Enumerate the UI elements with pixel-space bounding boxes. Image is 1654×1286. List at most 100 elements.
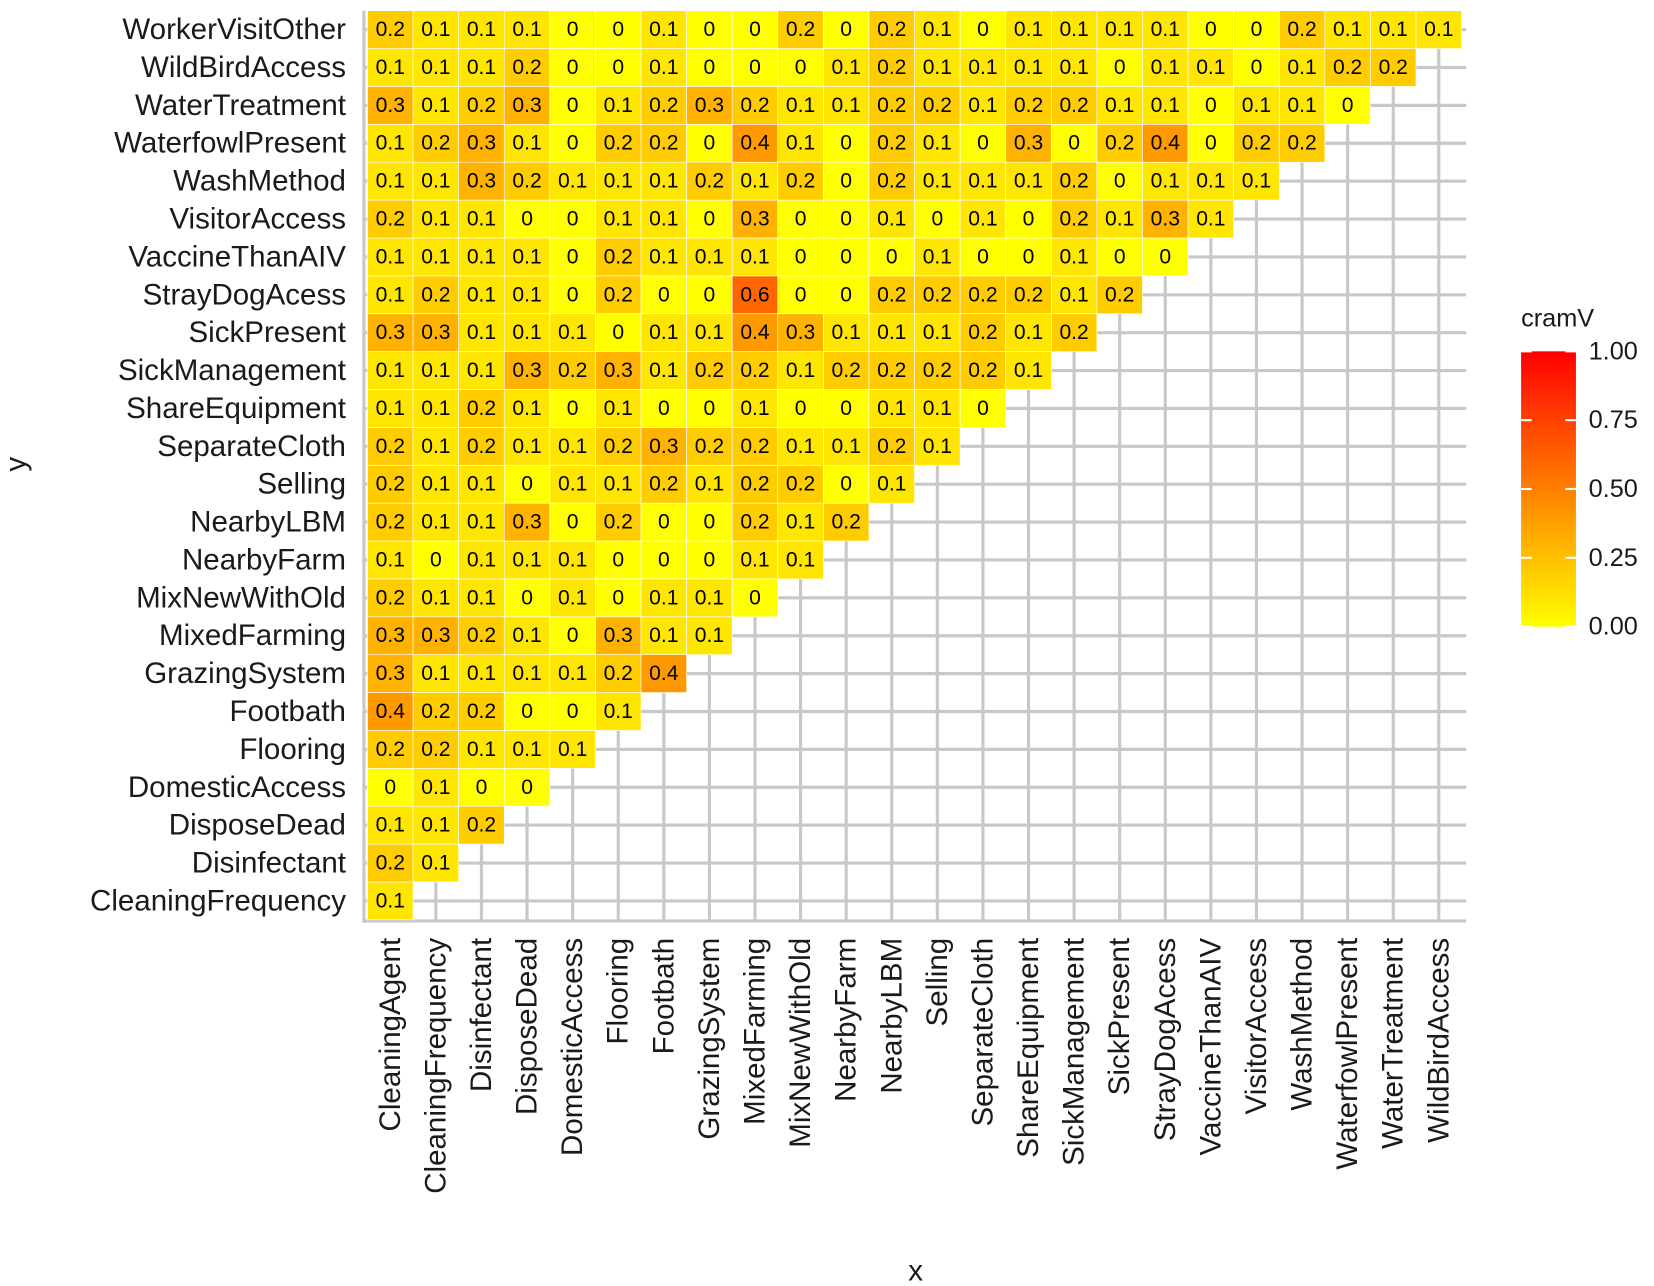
cell-label: 0.2 (376, 586, 405, 609)
heatmap-cell (412, 313, 459, 352)
heatmap-cell (640, 540, 687, 580)
heatmap-cell (367, 48, 414, 87)
cell-label: 0 (658, 397, 670, 420)
heatmap-cell (458, 654, 505, 693)
cell-label: 0 (749, 18, 761, 41)
cell-label: 0 (430, 548, 442, 571)
cell-label: 0.3 (649, 435, 678, 458)
cell-label: 0.2 (1333, 56, 1362, 79)
cell-label: 0.1 (558, 473, 587, 496)
cell-label: 0 (567, 245, 579, 268)
cell-label: 0.2 (740, 435, 769, 458)
heatmap-cell (1233, 86, 1280, 125)
heatmap-cell (503, 616, 551, 655)
cell-label: 0.1 (740, 170, 769, 193)
cell-label: 0 (567, 397, 579, 420)
y-tick-label: WaterfowlPresent (114, 127, 346, 160)
heatmap-cell (503, 654, 551, 693)
heatmap-cell (549, 123, 596, 163)
heatmap-cell (458, 10, 505, 49)
heatmap-cell (686, 123, 733, 163)
heatmap-cell (595, 654, 642, 693)
legend-tick-label: 0.25 (1589, 544, 1638, 572)
x-tick-label: DomesticAccess (556, 938, 589, 1156)
heatmap-cell (1096, 10, 1143, 49)
cell-label: 0.4 (1151, 132, 1181, 155)
cell-label: 0.1 (376, 170, 405, 193)
heatmap-cell (686, 616, 733, 655)
cell-label: 0.1 (421, 852, 450, 875)
heatmap-cell (458, 616, 505, 655)
cell-label: 0.1 (968, 94, 997, 117)
cell-label: 0.2 (877, 359, 906, 382)
cell-label: 0.1 (467, 359, 496, 382)
cell-label: 0.1 (1151, 56, 1180, 79)
x-tick-label: VaccineThanAIV (1194, 938, 1227, 1156)
cell-label: 0 (612, 321, 624, 344)
heatmap-cell (1278, 10, 1326, 49)
cell-label: 0 (977, 132, 989, 155)
cell-label: 0.2 (877, 18, 906, 41)
cell-label: 0.1 (467, 208, 496, 231)
heatmap-cell (1096, 48, 1143, 87)
cell-label: 0.4 (376, 700, 406, 723)
heatmap-cell (458, 86, 505, 125)
cell-label: 0.1 (649, 56, 678, 79)
heatmap-cell (1187, 161, 1234, 201)
cell-label: 0.2 (512, 56, 541, 79)
cell-label: 0.2 (968, 359, 997, 382)
heatmap-cell (777, 199, 824, 239)
heatmap-cell (412, 464, 459, 504)
cell-label: 0.1 (376, 359, 405, 382)
heatmap-cell (549, 616, 596, 655)
heatmap-cell (823, 464, 870, 504)
cell-label: 0.1 (604, 208, 633, 231)
cell-label: 0 (658, 511, 670, 534)
heatmap-cell (731, 427, 779, 466)
heatmap-cell (1096, 86, 1143, 125)
cell-label: 0.2 (695, 170, 724, 193)
cell-label: 0.2 (968, 283, 997, 306)
cell-label: 0 (1251, 18, 1263, 41)
cell-label: 0.1 (740, 548, 769, 571)
cell-label: 0 (840, 170, 852, 193)
heatmap-cell (458, 351, 505, 390)
heatmap-cell (731, 351, 779, 390)
cell-label: 0.2 (740, 511, 769, 534)
cell-label: 0 (521, 700, 533, 723)
cell-label: 0.2 (877, 283, 906, 306)
cell-label: 0.2 (1059, 321, 1088, 344)
y-tick-label: SickPresent (189, 316, 346, 349)
heatmap-cell (777, 237, 824, 277)
heatmap-cell (731, 578, 779, 618)
cell-label: 0.2 (1059, 208, 1088, 231)
heatmap-cell (777, 464, 824, 504)
heatmap-cell (595, 389, 642, 428)
legend-tick-label: 0.75 (1589, 406, 1638, 434)
heatmap-cell (1415, 10, 1462, 49)
cell-label: 0.1 (604, 473, 633, 496)
heatmap-cell (640, 275, 687, 315)
cell-label: 0.3 (467, 170, 496, 193)
heatmap-cell (731, 237, 779, 277)
heatmap-cell (458, 768, 505, 807)
heatmap-cell (412, 843, 459, 883)
cell-label: 0.1 (512, 738, 541, 761)
heatmap-cell (367, 275, 414, 315)
cell-label: 0.2 (421, 283, 450, 306)
cell-label: 0 (795, 245, 807, 268)
heatmap-cell (367, 654, 414, 693)
cell-label: 0 (567, 624, 579, 647)
heatmap-cell (823, 199, 870, 239)
cell-label: 0 (1205, 132, 1217, 155)
cell-label: 0.2 (1379, 56, 1408, 79)
cell-label: 0 (749, 56, 761, 79)
heatmap-cell (1142, 237, 1189, 277)
cell-label: 0 (612, 586, 624, 609)
heatmap-cell (1005, 123, 1052, 163)
cell-label: 0.1 (832, 321, 861, 344)
cell-label: 0 (612, 18, 624, 41)
heatmap-cell (1324, 48, 1371, 87)
heatmap-cell (640, 48, 687, 87)
